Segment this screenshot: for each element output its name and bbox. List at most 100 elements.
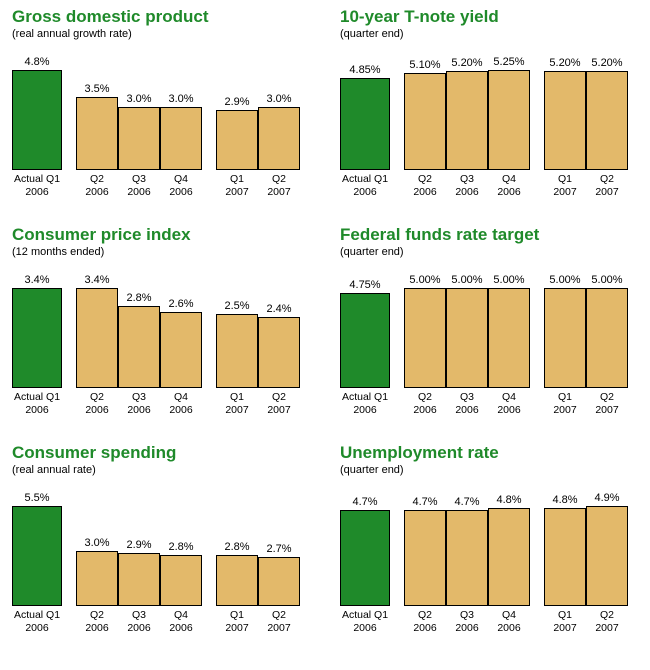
bar-wrap: 2.4% <box>258 303 300 388</box>
x-label-text: Q32006 <box>127 609 150 636</box>
chart-title: Consumer spending <box>12 444 307 463</box>
bar-group: 5.5% <box>12 492 62 606</box>
x-label: Q42006 <box>160 606 202 636</box>
bar-forecast <box>446 71 488 170</box>
bar-value-label: 4.7% <box>412 496 437 508</box>
bar-value-label: 2.8% <box>224 541 249 553</box>
bar-wrap: 5.25% <box>488 56 530 170</box>
chart-title: Consumer price index <box>12 226 307 245</box>
chart-gdp: Gross domestic product(real annual growt… <box>12 8 307 200</box>
bar-group: 5.10%5.20%5.25% <box>404 56 530 170</box>
x-label-group: Actual Q12006 <box>12 606 62 636</box>
chart-plot: 4.8%3.5%3.0%3.0%2.9%3.0% <box>12 50 307 170</box>
x-label-text: Q42006 <box>169 391 192 418</box>
bar-value-label: 5.00% <box>409 274 440 286</box>
x-label-text: Q32006 <box>455 609 478 636</box>
x-label: Actual Q12006 <box>12 606 62 636</box>
x-label-group: Actual Q12006 <box>12 170 62 200</box>
bar-wrap: 2.9% <box>118 539 160 606</box>
bar-value-label: 4.85% <box>349 64 380 76</box>
x-label-text: Q42006 <box>497 609 520 636</box>
bar-wrap: 3.5% <box>76 83 118 170</box>
bar-forecast <box>160 555 202 606</box>
x-label-text: Q42006 <box>169 173 192 200</box>
bar-value-label: 2.4% <box>266 303 291 315</box>
bar-forecast <box>258 107 300 170</box>
bar-value-label: 4.9% <box>594 492 619 504</box>
bar-value-label: 2.5% <box>224 300 249 312</box>
bar-group: 4.75% <box>340 279 390 388</box>
x-label-text: Q22006 <box>413 609 436 636</box>
bar-group: 5.00% 5.00% <box>544 274 628 388</box>
bar-forecast <box>544 288 586 388</box>
x-label-text: Q22006 <box>413 173 436 200</box>
x-label: Q22007 <box>586 388 628 418</box>
bar-wrap: 2.6% <box>160 298 202 388</box>
x-label-text: Actual Q12006 <box>14 173 60 200</box>
x-label: Q32006 <box>446 170 488 200</box>
x-label-group: Q22006 Q32006Q42006 <box>404 170 530 200</box>
bar-forecast <box>544 71 586 170</box>
bar-value-label: 2.6% <box>168 298 193 310</box>
x-label-text: Q22006 <box>413 391 436 418</box>
x-label-text: Q32006 <box>127 391 150 418</box>
x-label: Actual Q12006 <box>12 170 62 200</box>
x-label-group: Actual Q12006 <box>340 606 390 636</box>
x-label-text: Q12007 <box>553 391 576 418</box>
bar-wrap: 3.0% <box>160 93 202 170</box>
x-label-text: Q22007 <box>267 173 290 200</box>
bar-wrap: 2.5% <box>216 300 258 388</box>
chart-title: Federal funds rate target <box>340 226 635 245</box>
bar-value-label: 5.20% <box>591 57 622 69</box>
bar-group: 3.4% <box>12 274 62 388</box>
bar-wrap: 5.00% <box>446 274 488 388</box>
bar-actual <box>12 506 62 606</box>
bar-wrap: 4.8% <box>12 56 62 170</box>
x-label-group: Actual Q12006 <box>340 388 390 418</box>
x-label-text: Q22007 <box>267 609 290 636</box>
bar-wrap: 5.5% <box>12 492 62 606</box>
x-label: Q22006 <box>76 388 118 418</box>
x-label: Q12007 <box>544 170 586 200</box>
bar-wrap: 5.00% <box>544 274 586 388</box>
bar-wrap: 4.8% <box>488 494 530 606</box>
x-axis-labels: Actual Q12006Q22006Q32006Q42006Q12007Q22… <box>340 606 635 636</box>
x-label: Q22006 <box>404 388 446 418</box>
bar-group: 2.5% 2.4% <box>216 300 300 388</box>
bar-wrap: 5.20% <box>586 57 628 170</box>
x-label-text: Q12007 <box>225 173 248 200</box>
bar-forecast <box>544 508 586 606</box>
x-label-group: Q12007Q22007 <box>544 170 628 200</box>
chart-subtitle: (quarter end) <box>340 28 635 40</box>
x-label: Q22007 <box>258 388 300 418</box>
x-axis-labels: Actual Q12006Q22006Q32006Q42006Q12007Q22… <box>12 388 307 418</box>
chart-cpi: Consumer price index(12 months ended)3.4… <box>12 226 307 418</box>
chart-subtitle: (quarter end) <box>340 246 635 258</box>
chart-plot: 3.4%3.4%2.8%2.6%2.5%2.4% <box>12 268 307 388</box>
bar-group: 4.8% <box>12 56 62 170</box>
x-label-text: Actual Q12006 <box>342 609 388 636</box>
bar-group: 5.20%5.20% <box>544 57 628 170</box>
x-label-group: Q22006Q32006Q42006 <box>404 388 530 418</box>
bar-wrap: 3.0% <box>258 93 300 170</box>
x-axis-labels: Actual Q12006Q22006Q32006Q42006Q12007Q22… <box>340 388 635 418</box>
bar-value-label: 3.5% <box>84 83 109 95</box>
x-label: Q12007 <box>544 606 586 636</box>
bar-value-label: 5.00% <box>591 274 622 286</box>
x-label-group: Q12007Q22007 <box>216 388 300 418</box>
x-label-group: Q22006 Q32006 Q42006 <box>404 606 530 636</box>
bar-wrap: 2.8% <box>160 541 202 606</box>
bar-forecast <box>488 508 530 606</box>
bar-forecast <box>446 510 488 606</box>
x-label: Q12007 <box>216 170 258 200</box>
x-label-group: Q12007Q22007 <box>544 606 628 636</box>
bar-actual <box>340 510 390 606</box>
x-label: Q42006 <box>488 606 530 636</box>
bar-forecast <box>488 70 530 170</box>
bar-forecast <box>118 306 160 388</box>
x-label: Q42006 <box>488 170 530 200</box>
x-label-text: Q32006 <box>127 173 150 200</box>
bar-wrap: 5.00% <box>488 274 530 388</box>
chart-spending: Consumer spending(real annual rate)5.5%3… <box>12 444 307 636</box>
x-label: Q32006 <box>446 388 488 418</box>
